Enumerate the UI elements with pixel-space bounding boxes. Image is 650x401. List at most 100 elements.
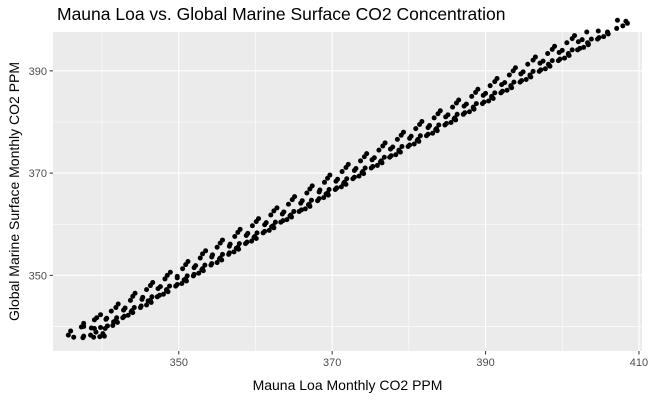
- data-point: [356, 173, 362, 179]
- data-point: [249, 223, 255, 229]
- data-point: [284, 217, 290, 223]
- data-point: [492, 79, 498, 85]
- data-point: [68, 328, 74, 334]
- data-point: [371, 155, 377, 161]
- data-point: [121, 313, 127, 319]
- data-point: [614, 17, 620, 23]
- data-point: [181, 277, 187, 283]
- data-point: [179, 281, 185, 287]
- data-point: [203, 248, 209, 254]
- data-point: [462, 110, 468, 116]
- data-point: [492, 90, 498, 96]
- data-point: [623, 18, 629, 24]
- x-axis-ticks: 350 370 390 410: [170, 351, 648, 369]
- data-point: [335, 176, 341, 182]
- data-point: [362, 165, 368, 171]
- data-point: [510, 68, 516, 74]
- data-point: [81, 333, 87, 339]
- data-point: [307, 186, 313, 192]
- data-point: [184, 273, 190, 279]
- data-point: [317, 187, 323, 193]
- data-point: [436, 122, 442, 128]
- data-point: [380, 143, 386, 149]
- data-point: [393, 152, 399, 158]
- data-point: [370, 163, 376, 169]
- data-point: [183, 262, 189, 268]
- data-point: [575, 39, 581, 45]
- data-point: [157, 284, 163, 290]
- data-point: [351, 174, 357, 180]
- data-point: [162, 276, 168, 282]
- data-point: [202, 262, 208, 268]
- data-point: [231, 249, 237, 255]
- data-point: [451, 116, 457, 122]
- data-point: [504, 87, 510, 93]
- data-point: [525, 61, 531, 67]
- data-point: [88, 332, 94, 338]
- data-point: [542, 66, 548, 72]
- minor-gridlines: [53, 32, 642, 351]
- data-point: [235, 229, 241, 235]
- data-point: [253, 219, 259, 225]
- data-point: [268, 212, 274, 218]
- data-point: [511, 79, 517, 85]
- x-tick-label: 350: [170, 357, 188, 369]
- data-point: [263, 220, 269, 226]
- data-point: [78, 324, 84, 330]
- data-point: [272, 219, 278, 225]
- data-point: [445, 112, 451, 118]
- data-point: [149, 294, 155, 300]
- data-point: [180, 266, 186, 272]
- data-point: [174, 282, 180, 288]
- data-point: [569, 36, 575, 42]
- data-point: [140, 294, 146, 300]
- data-point: [540, 58, 546, 64]
- data-point: [157, 292, 163, 298]
- data-point: [417, 122, 423, 128]
- data-point: [125, 312, 131, 318]
- data-point: [588, 36, 594, 42]
- data-point: [381, 154, 387, 160]
- data-point: [565, 51, 571, 57]
- data-point: [407, 142, 413, 148]
- data-point: [466, 109, 472, 115]
- data-point: [483, 90, 489, 96]
- data-point: [344, 176, 350, 182]
- data-point: [450, 104, 456, 110]
- data-point: [174, 273, 180, 279]
- data-point: [191, 271, 197, 277]
- data-point: [302, 206, 308, 212]
- data-point: [341, 180, 347, 186]
- data-point: [200, 251, 206, 257]
- data-point: [93, 329, 99, 335]
- data-point: [144, 302, 150, 308]
- data-point: [164, 288, 170, 294]
- data-point: [388, 153, 394, 159]
- data-point: [414, 137, 420, 143]
- data-point: [271, 208, 277, 214]
- data-point: [358, 158, 364, 164]
- data-point: [502, 80, 508, 86]
- data-point: [251, 235, 257, 241]
- data-point: [417, 133, 423, 139]
- data-point: [487, 83, 493, 89]
- data-point: [287, 213, 293, 219]
- data-point: [549, 58, 555, 64]
- data-point: [425, 131, 431, 137]
- data-point: [144, 287, 150, 293]
- data-point: [113, 305, 119, 311]
- data-point: [470, 105, 476, 111]
- data-point: [396, 148, 402, 154]
- data-point: [214, 260, 220, 266]
- data-point: [209, 261, 215, 267]
- data-point: [167, 283, 173, 289]
- x-axis-title: Mauna Loa Monthly CO2 PPM: [253, 377, 443, 393]
- data-point: [111, 319, 117, 325]
- data-point: [520, 69, 526, 75]
- data-point: [523, 77, 529, 83]
- data-point: [164, 272, 170, 278]
- data-point: [305, 202, 311, 208]
- data-point: [236, 241, 242, 247]
- data-point: [104, 323, 110, 329]
